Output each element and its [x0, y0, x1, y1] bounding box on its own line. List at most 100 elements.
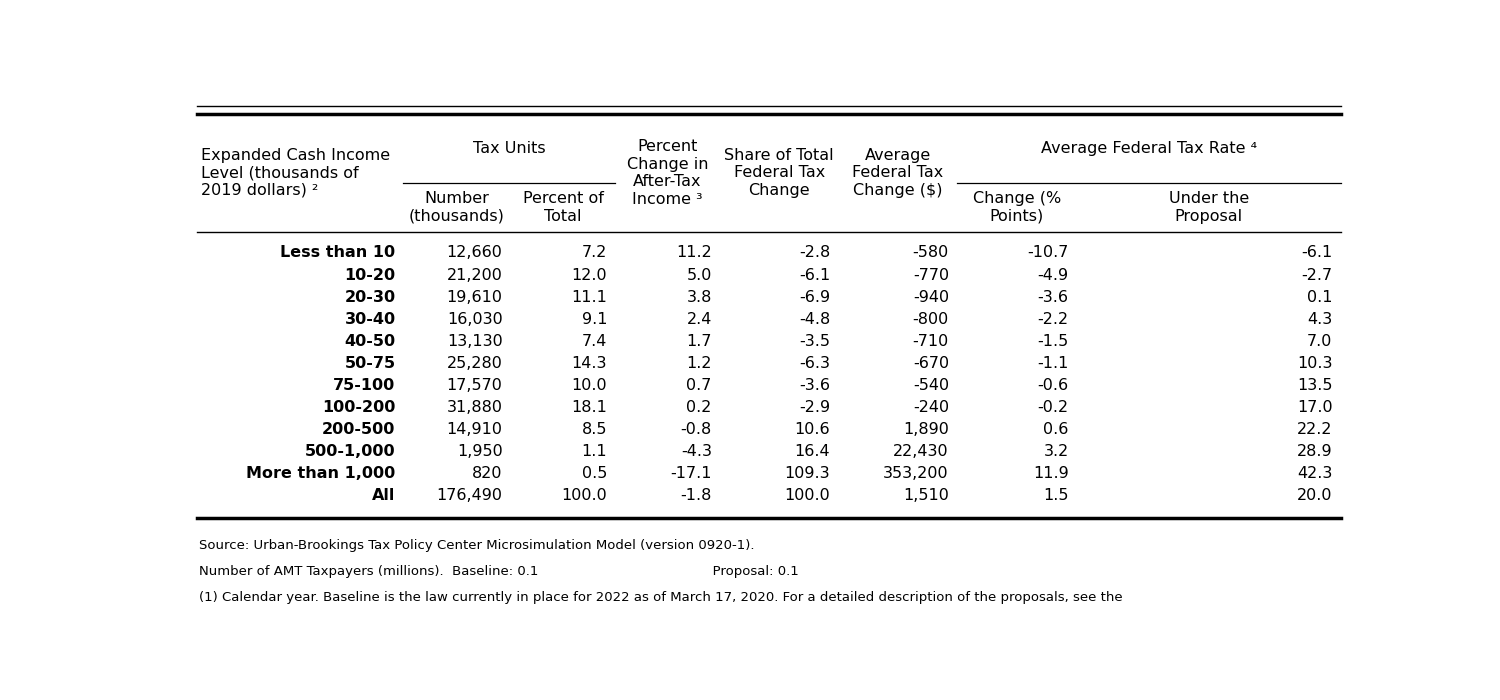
Text: 11.9: 11.9: [1034, 466, 1068, 481]
Text: 500-1,000: 500-1,000: [304, 444, 396, 459]
Text: 9.1: 9.1: [582, 312, 608, 327]
Text: Percent of
Total: Percent of Total: [522, 191, 603, 224]
Text: 13.5: 13.5: [1298, 378, 1332, 393]
Text: -2.7: -2.7: [1302, 267, 1332, 283]
Text: Source: Urban-Brookings Tax Policy Center Microsimulation Model (version 0920-1): Source: Urban-Brookings Tax Policy Cente…: [200, 540, 754, 552]
Text: 7.4: 7.4: [582, 334, 608, 349]
Text: -3.6: -3.6: [1038, 290, 1068, 304]
Text: 17.0: 17.0: [1298, 400, 1332, 415]
Text: 7.2: 7.2: [582, 246, 608, 260]
Text: All: All: [372, 489, 396, 503]
Text: More than 1,000: More than 1,000: [246, 466, 396, 481]
Text: 109.3: 109.3: [784, 466, 831, 481]
Text: 3.8: 3.8: [687, 290, 712, 304]
Text: 50-75: 50-75: [345, 356, 396, 371]
Text: -0.2: -0.2: [1038, 400, 1068, 415]
Text: 353,200: 353,200: [884, 466, 950, 481]
Text: -3.6: -3.6: [800, 378, 831, 393]
Text: 14,910: 14,910: [447, 422, 503, 437]
Text: -770: -770: [914, 267, 950, 283]
Text: 19,610: 19,610: [447, 290, 503, 304]
Text: 13,130: 13,130: [447, 334, 503, 349]
Text: Less than 10: Less than 10: [280, 246, 396, 260]
Text: Share of Total
Federal Tax
Change: Share of Total Federal Tax Change: [724, 148, 834, 198]
Text: -1.1: -1.1: [1038, 356, 1068, 371]
Text: 10-20: 10-20: [345, 267, 396, 283]
Text: 25,280: 25,280: [447, 356, 503, 371]
Text: 820: 820: [472, 466, 502, 481]
Text: -940: -940: [914, 290, 950, 304]
Text: -6.9: -6.9: [800, 290, 831, 304]
Text: -580: -580: [912, 246, 950, 260]
Text: 1.7: 1.7: [687, 334, 712, 349]
Text: 12.0: 12.0: [572, 267, 608, 283]
Text: 75-100: 75-100: [333, 378, 396, 393]
Text: 0.2: 0.2: [687, 400, 712, 415]
Text: 22,430: 22,430: [894, 444, 950, 459]
Text: 7.0: 7.0: [1306, 334, 1332, 349]
Text: 10.0: 10.0: [572, 378, 608, 393]
Text: 1,890: 1,890: [903, 422, 950, 437]
Text: 28.9: 28.9: [1298, 444, 1332, 459]
Text: 100.0: 100.0: [784, 489, 831, 503]
Text: 1.1: 1.1: [582, 444, 608, 459]
Text: -6.1: -6.1: [1302, 246, 1332, 260]
Text: -4.9: -4.9: [1038, 267, 1068, 283]
Text: (1) Calendar year. Baseline is the law currently in place for 2022 as of March 1: (1) Calendar year. Baseline is the law c…: [200, 592, 1122, 604]
Text: 16.4: 16.4: [795, 444, 831, 459]
Text: Number of AMT Taxpayers (millions).  Baseline: 0.1                              : Number of AMT Taxpayers (millions). Base…: [200, 566, 800, 578]
Text: 0.5: 0.5: [582, 466, 608, 481]
Text: -6.3: -6.3: [800, 356, 831, 371]
Text: 0.6: 0.6: [1044, 422, 1068, 437]
Text: 0.7: 0.7: [687, 378, 712, 393]
Text: 0.1: 0.1: [1306, 290, 1332, 304]
Text: -240: -240: [914, 400, 950, 415]
Text: 16,030: 16,030: [447, 312, 503, 327]
Text: 17,570: 17,570: [447, 378, 503, 393]
Text: 22.2: 22.2: [1298, 422, 1332, 437]
Text: 4.3: 4.3: [1308, 312, 1332, 327]
Text: 10.3: 10.3: [1298, 356, 1332, 371]
Text: -800: -800: [912, 312, 950, 327]
Text: -670: -670: [914, 356, 950, 371]
Text: 1,510: 1,510: [903, 489, 950, 503]
Text: -10.7: -10.7: [1028, 246, 1068, 260]
Text: 11.1: 11.1: [572, 290, 608, 304]
Text: 3.2: 3.2: [1044, 444, 1068, 459]
Text: 30-40: 30-40: [345, 312, 396, 327]
Text: 20-30: 20-30: [345, 290, 396, 304]
Text: -4.3: -4.3: [681, 444, 712, 459]
Text: 5.0: 5.0: [687, 267, 712, 283]
Text: 1.2: 1.2: [687, 356, 712, 371]
Text: Expanded Cash Income
Level (thousands of
2019 dollars) ²: Expanded Cash Income Level (thousands of…: [201, 148, 390, 198]
Text: -2.8: -2.8: [800, 246, 831, 260]
Text: -1.5: -1.5: [1038, 334, 1068, 349]
Text: Average Federal Tax Rate ⁴: Average Federal Tax Rate ⁴: [1041, 141, 1257, 156]
Text: 2.4: 2.4: [687, 312, 712, 327]
Text: -710: -710: [912, 334, 950, 349]
Text: Number
(thousands): Number (thousands): [408, 191, 504, 224]
Text: -3.5: -3.5: [800, 334, 831, 349]
Text: 14.3: 14.3: [572, 356, 608, 371]
Text: -0.6: -0.6: [1038, 378, 1068, 393]
Text: 11.2: 11.2: [676, 246, 712, 260]
Text: 31,880: 31,880: [447, 400, 503, 415]
Text: 1,950: 1,950: [458, 444, 503, 459]
Text: 12,660: 12,660: [447, 246, 503, 260]
Text: 176,490: 176,490: [436, 489, 502, 503]
Text: -6.1: -6.1: [800, 267, 831, 283]
Text: -1.8: -1.8: [681, 489, 712, 503]
Text: 21,200: 21,200: [447, 267, 503, 283]
Text: Under the
Proposal: Under the Proposal: [1168, 191, 1250, 224]
Text: -17.1: -17.1: [670, 466, 712, 481]
Text: -2.2: -2.2: [1038, 312, 1068, 327]
Text: 18.1: 18.1: [572, 400, 608, 415]
Text: -2.9: -2.9: [800, 400, 831, 415]
Text: Change (%
Points): Change (% Points): [974, 191, 1060, 224]
Text: 100-200: 100-200: [322, 400, 396, 415]
Text: Tax Units: Tax Units: [472, 141, 544, 156]
Text: 8.5: 8.5: [582, 422, 608, 437]
Text: Average
Federal Tax
Change ($): Average Federal Tax Change ($): [852, 148, 944, 198]
Text: 10.6: 10.6: [795, 422, 831, 437]
Text: 200-500: 200-500: [322, 422, 396, 437]
